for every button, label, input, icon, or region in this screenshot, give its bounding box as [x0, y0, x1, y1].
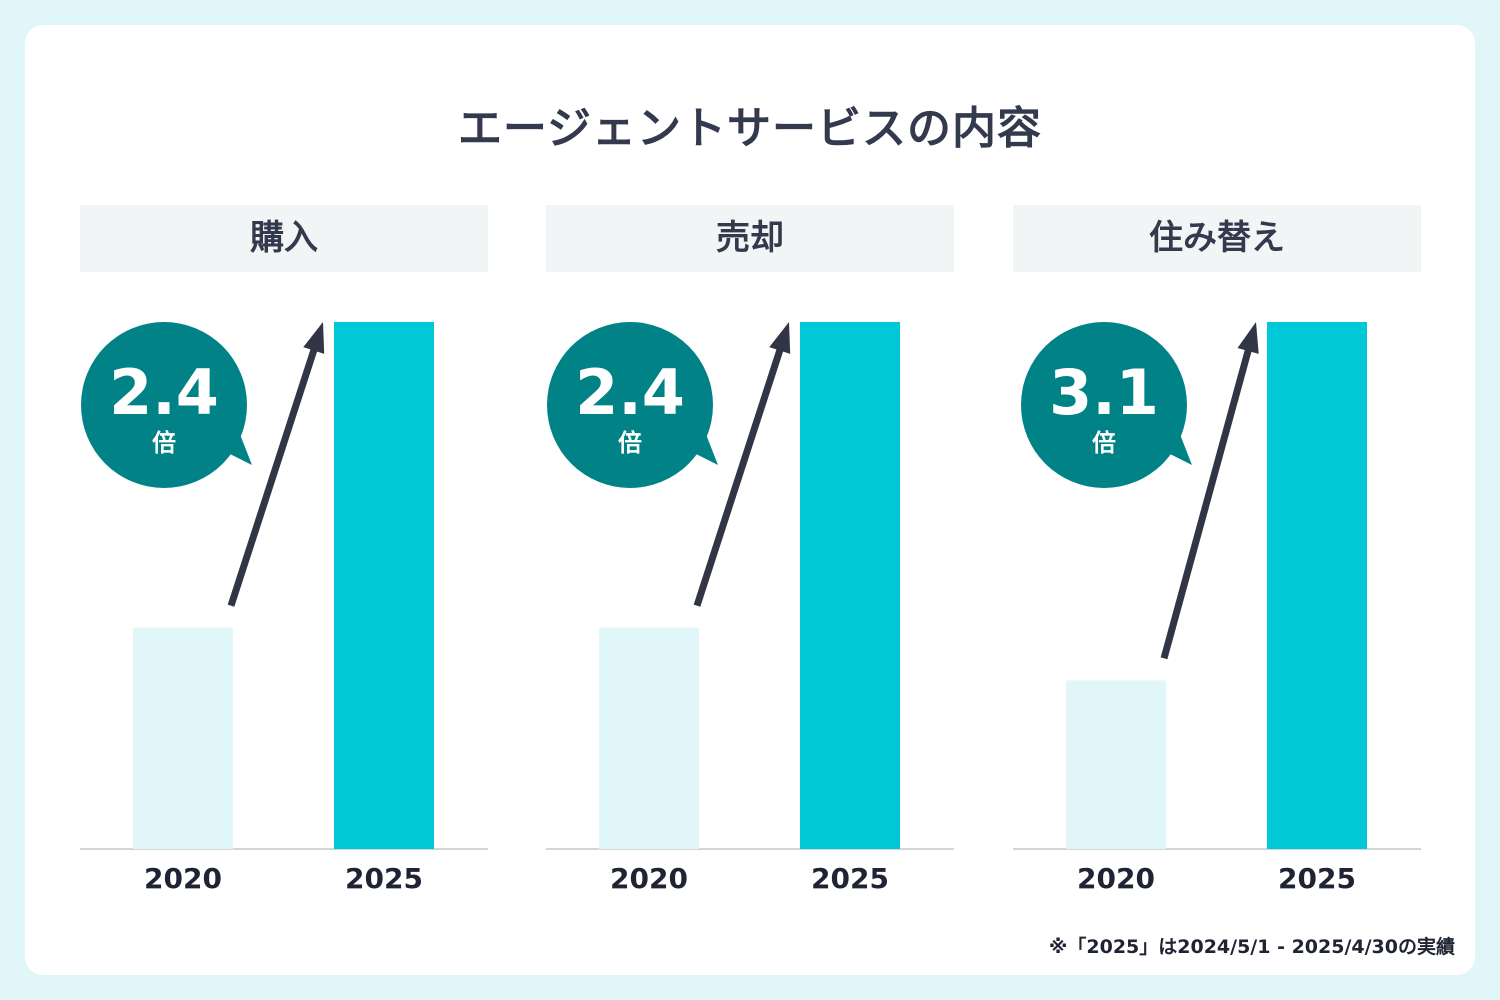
footnote: ※「2025」は2024/5/1 - 2025/4/30の実績 [1048, 936, 1455, 958]
panel-header-purchase: 購入 [80, 205, 488, 272]
bar-2020 [1066, 680, 1166, 849]
panel-relocation: 住み替え 2020 2025 3.1 倍 [1013, 0, 1421, 1000]
panel-header-relocation: 住み替え [1013, 205, 1421, 272]
growth-arrow-head [303, 322, 325, 354]
x-tick-label: 2020 [144, 862, 222, 895]
x-tick-label: 2020 [1077, 862, 1155, 895]
growth-arrow [693, 347, 784, 607]
growth-arrow-head [1237, 322, 1259, 354]
growth-bubble-tail [212, 419, 252, 465]
growth-bubble [547, 322, 713, 488]
chart-purchase [80, 322, 488, 850]
bar-2020 [133, 627, 233, 849]
growth-bubble [1021, 322, 1187, 488]
page-title: エージェントサービスの内容 [457, 103, 1043, 154]
panel-sale: 売却 2020 2025 2.4 倍 [546, 0, 954, 1000]
bar-2025 [800, 322, 900, 849]
x-tick-label: 2020 [610, 862, 688, 895]
panel-header-sale: 売却 [546, 205, 954, 272]
growth-bubble-tail [678, 419, 718, 465]
x-tick-label: 2025 [1278, 862, 1356, 895]
growth-bubble-tail [1152, 419, 1192, 465]
growth-arrow [1160, 348, 1252, 660]
growth-arrow-head [769, 322, 791, 354]
chart-sale [546, 322, 954, 850]
x-tick-label: 2025 [345, 862, 423, 895]
bar-2025 [334, 322, 434, 849]
growth-bubble [81, 322, 247, 488]
chart-relocation [1013, 322, 1421, 850]
growth-arrow [227, 347, 318, 607]
bar-2025 [1267, 322, 1367, 849]
panel-purchase: 購入 2020 2025 2.4 倍 [80, 0, 488, 1000]
bar-2020 [599, 627, 699, 849]
x-tick-label: 2025 [811, 862, 889, 895]
